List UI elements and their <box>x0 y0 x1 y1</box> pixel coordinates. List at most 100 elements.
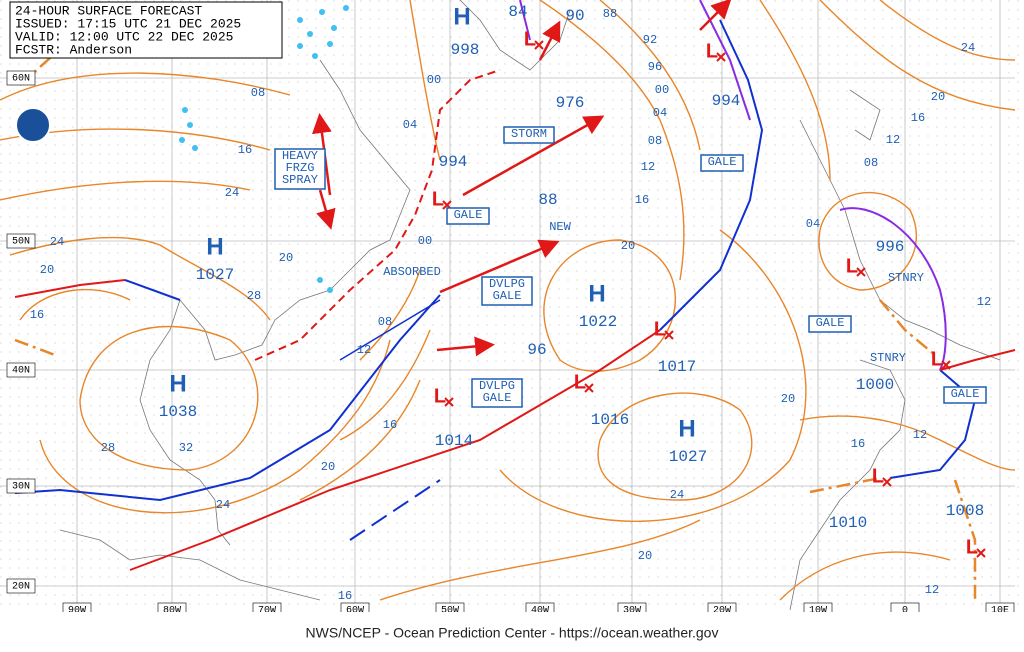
high-symbol: H <box>206 233 223 260</box>
lat-label-bg <box>6 70 36 86</box>
isobar-label: 04 <box>806 217 820 231</box>
isobar-label: 24 <box>225 186 239 200</box>
track-arrows <box>312 0 732 357</box>
lon-label: 10E <box>991 606 1009 617</box>
isobar-label: 20 <box>621 239 635 253</box>
isobar-label: 20 <box>781 392 795 406</box>
lat-label-bg <box>6 362 36 378</box>
warning-text: HEAVY <box>282 149 318 163</box>
central-pressure: 998 <box>451 41 480 59</box>
footer-band <box>0 612 1024 652</box>
low-cross <box>941 360 951 370</box>
isobar-label: 20 <box>279 251 293 265</box>
warning-box <box>274 148 326 190</box>
isobar-label: 12 <box>886 133 900 147</box>
warning-text: DVLPG <box>489 277 525 291</box>
isobar-label: 08 <box>648 134 662 148</box>
low-symbol: L <box>931 348 943 370</box>
lat-label-bg <box>6 578 36 594</box>
low-symbol: L <box>434 385 446 407</box>
header-box <box>9 1 283 59</box>
warning-text: GALE <box>708 155 737 169</box>
header-line: ISSUED: 17:15 UTC 21 DEC 2025 <box>15 16 241 31</box>
front-note: STNRY <box>888 271 924 285</box>
sea-ice-dots <box>179 5 349 293</box>
lat-label-bg <box>6 478 36 494</box>
warning-box <box>808 315 852 333</box>
lat-label: 50N <box>12 237 30 248</box>
isobar-label: 04 <box>653 106 667 120</box>
isobar-label: 16 <box>238 143 252 157</box>
low-symbol: L <box>872 465 884 487</box>
front-note: STNRY <box>870 351 906 365</box>
warning-text: GALE <box>483 391 512 405</box>
central-pressure: 1000 <box>856 376 894 394</box>
isobar-label: 00 <box>427 73 441 87</box>
isobar-label: 16 <box>635 193 649 207</box>
central-pressure: 84 <box>508 3 527 21</box>
labels: 60N 50N 40N 30N 20N 90W 80W 70W 60W 50W 40W 30W 20W 1… <box>6 3 1015 618</box>
lat-label: 30N <box>12 482 30 493</box>
low-cross <box>534 40 544 50</box>
coastlines <box>59 0 1001 611</box>
central-pressure: 1027 <box>669 448 707 466</box>
warning-box <box>700 154 744 172</box>
map-background <box>0 0 1024 612</box>
low-cross <box>716 52 726 62</box>
isobar-label: 20 <box>931 90 945 104</box>
low-symbol: L <box>574 371 586 393</box>
lon-label: 0 <box>902 606 908 617</box>
low-symbol: L <box>524 28 536 50</box>
isobar-label: 12 <box>641 160 655 174</box>
noaa-logo <box>15 107 51 143</box>
warning-text: GALE <box>454 208 483 222</box>
isobar-label: 08 <box>251 86 265 100</box>
lat-label: 60N <box>12 74 30 85</box>
low-cross <box>444 397 454 407</box>
isobar-label: 24 <box>216 498 230 512</box>
isobar-label: 00 <box>655 83 669 97</box>
isobar-label: 20 <box>638 549 652 563</box>
isobar-label: 12 <box>977 295 991 309</box>
isobar-label: 12 <box>357 343 371 357</box>
graticule <box>0 0 1015 610</box>
low-cross <box>856 267 866 277</box>
low-symbol: L <box>846 255 858 277</box>
lat-label-bg <box>6 233 36 249</box>
isobar-label: 16 <box>338 589 352 603</box>
lat-label: 40N <box>12 366 30 377</box>
lat-label: 20N <box>12 582 30 593</box>
lon-label: 90W <box>68 606 86 617</box>
isobar-label: 24 <box>50 235 64 249</box>
front-note: NEW <box>549 220 571 234</box>
high-symbol: H <box>588 280 605 307</box>
header-line: 24-HOUR SURFACE FORECAST <box>15 3 202 18</box>
low-symbol: L <box>706 40 718 62</box>
isobar-label: 24 <box>670 488 684 502</box>
warning-text: DVLPG <box>479 379 515 393</box>
isobar-label: 28 <box>101 441 115 455</box>
warning-text: FRZG <box>286 161 315 175</box>
isobar-label: 16 <box>30 308 44 322</box>
central-pressure: 1016 <box>591 411 629 429</box>
central-pressure: 1017 <box>658 358 696 376</box>
lon-label: 60W <box>346 606 364 617</box>
warning-text: GALE <box>816 316 845 330</box>
fronts <box>14 0 1016 571</box>
isobar-label: 12 <box>925 583 939 597</box>
isobar-label: 12 <box>913 428 927 442</box>
central-pressure: 1038 <box>159 403 197 421</box>
front-note: ABSORBED <box>383 265 441 279</box>
warning-text: GALE <box>951 387 980 401</box>
isobar-label: 96 <box>648 60 662 74</box>
isobar-label: 08 <box>864 156 878 170</box>
central-pressure: 1027 <box>196 266 234 284</box>
central-pressure: 976 <box>556 94 585 112</box>
isobar-label: 92 <box>643 33 657 47</box>
lon-label: 50W <box>441 606 459 617</box>
isobar-label: 32 <box>179 441 193 455</box>
warning-text: STORM <box>511 127 547 141</box>
warning-text: SPRAY <box>282 173 318 187</box>
